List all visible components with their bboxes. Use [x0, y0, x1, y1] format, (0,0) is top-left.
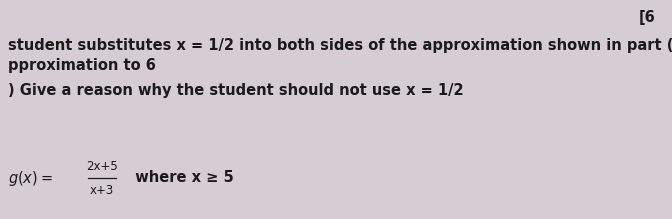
Text: where x ≥ 5: where x ≥ 5 — [125, 171, 234, 185]
Text: 2x+5: 2x+5 — [86, 161, 118, 173]
Text: x+3: x+3 — [90, 184, 114, 196]
Text: ) Give a reason why the student should not use x = 1/2: ) Give a reason why the student should n… — [8, 83, 464, 98]
Text: $g(x) =$: $g(x) =$ — [8, 168, 53, 187]
Text: pproximation to 6: pproximation to 6 — [8, 58, 156, 73]
Text: student substitutes x = 1/2 into both sides of the approximation shown in part (: student substitutes x = 1/2 into both si… — [8, 38, 672, 53]
Text: [6: [6 — [638, 10, 655, 25]
